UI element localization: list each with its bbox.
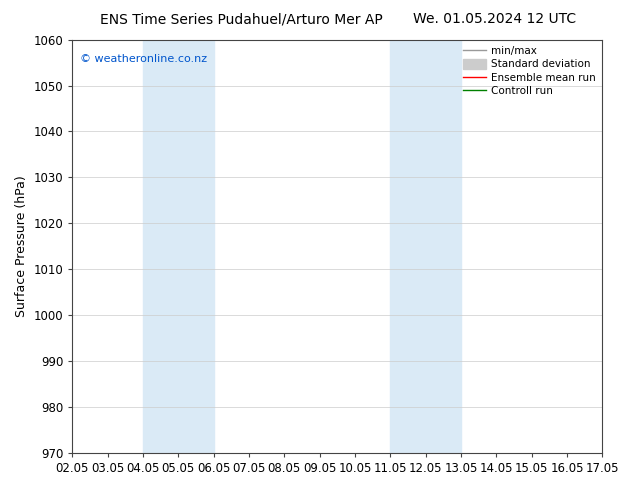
Text: We. 01.05.2024 12 UTC: We. 01.05.2024 12 UTC xyxy=(413,12,576,26)
Bar xyxy=(143,40,214,453)
Bar xyxy=(391,40,461,453)
Y-axis label: Surface Pressure (hPa): Surface Pressure (hPa) xyxy=(15,175,28,317)
Legend: min/max, Standard deviation, Ensemble mean run, Controll run: min/max, Standard deviation, Ensemble me… xyxy=(459,42,600,100)
Text: ENS Time Series Pudahuel/Arturo Mer AP: ENS Time Series Pudahuel/Arturo Mer AP xyxy=(100,12,382,26)
Text: © weatheronline.co.nz: © weatheronline.co.nz xyxy=(81,54,207,64)
